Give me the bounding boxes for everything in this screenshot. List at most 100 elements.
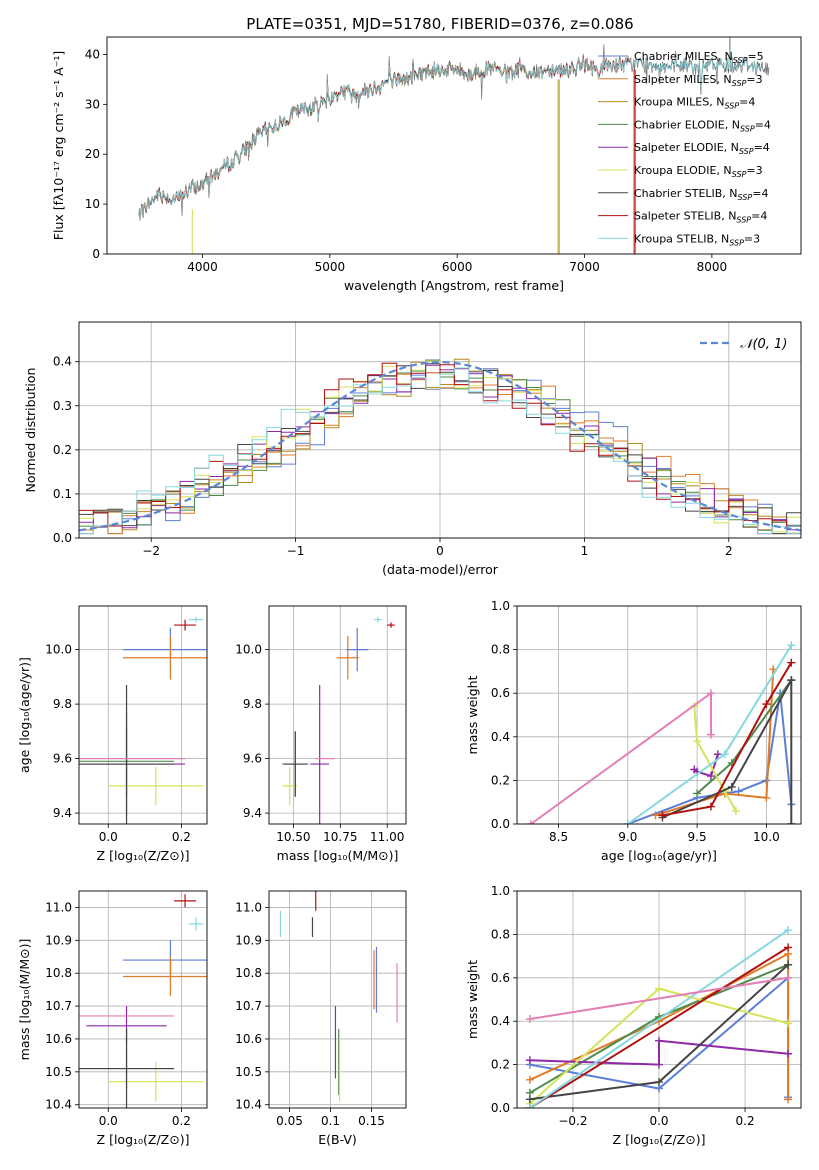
weight-marker	[655, 984, 663, 993]
axes-age_vs_mass: 10.50 10.75 11.00 9.4 9.6 9.8 10.0 mass [log₁₀(…	[235, 605, 407, 863]
y-tick-label: 0.4	[53, 355, 72, 369]
weight-marker	[784, 1019, 793, 1028]
x-axis-label: wavelength [Angstrom, rest frame]	[344, 278, 564, 293]
weight-marker	[787, 658, 796, 667]
y-tick-label: 0.8	[491, 643, 510, 657]
x-tick-label: 0.1	[321, 1114, 340, 1128]
weight-marker	[784, 943, 793, 952]
axes-weight_vs_Z: −0.2 0.0 0.2 0.0 0.2 0.4 0.6 0.8 1.0 Z [log₁₀(Z/Z…	[465, 884, 802, 1147]
weight-line	[662, 662, 793, 817]
y-tick-label: 0.0	[491, 817, 510, 831]
y-tick-label: 0.1	[53, 487, 72, 501]
weight-marker	[693, 789, 702, 798]
weight-marker	[706, 730, 715, 739]
spectrum-series-line	[138, 56, 616, 219]
weight-marker	[655, 1060, 663, 1069]
y-axis-label: age [log₁₀(age/yr)]	[17, 657, 32, 773]
plot-area	[138, 37, 770, 254]
axes-frame	[78, 321, 802, 539]
y-tick-label: 0.2	[491, 1058, 510, 1072]
y-tick-label: 10.5	[45, 1065, 72, 1079]
y-tick-label: 10.4	[45, 1098, 72, 1112]
weight-marker	[525, 1095, 534, 1104]
y-tick-label: 9.6	[53, 752, 72, 766]
y-tick-label: 10.0	[45, 643, 72, 657]
weight-marker	[525, 1015, 534, 1024]
weight-marker	[787, 641, 796, 650]
x-tick-label: 10.50	[276, 830, 310, 844]
weight-marker	[762, 700, 771, 709]
y-tick-label: 10.9	[45, 933, 72, 947]
y-tick-label: 0.6	[491, 686, 510, 700]
weight-marker	[706, 689, 715, 698]
weight-marker	[623, 820, 632, 824]
weight-marker	[784, 1095, 793, 1104]
legend-entry: Chabrier ELODIE, NSSP=4	[634, 118, 771, 133]
weight-line	[529, 929, 789, 1108]
spectrum-series-line	[138, 60, 559, 219]
weight-marker	[787, 820, 796, 824]
y-tick-label: 10.4	[235, 1098, 262, 1112]
y-tick-label: 9.8	[243, 697, 262, 711]
gaussian-curve	[79, 360, 801, 532]
axes-mass_vs_Z: 0.0 0.2 10.4 10.5 10.6 10.7 10.8 10.9 11.0 Z [log…	[17, 890, 208, 1147]
y-axis-label: Flux [fλ10⁻¹⁷ erg cm⁻² s⁻¹ A⁻¹]	[51, 51, 66, 240]
spectrum-series-line	[138, 43, 763, 219]
x-tick-label: 0.15	[358, 1114, 385, 1128]
x-tick-label: 0.2	[172, 1114, 191, 1128]
axes-spectrum: 4000 5000 6000 7000 8000 0 10 20 30 40 wavelength …	[51, 36, 802, 293]
histogram-legend: 𝒩(0, 1)	[700, 337, 787, 352]
y-tick-label: 0.6	[491, 971, 510, 985]
weight-marker	[784, 960, 793, 969]
y-tick-label: 20	[85, 147, 100, 161]
y-tick-label: 0.2	[53, 443, 72, 457]
axes-weight_vs_age: 8.5 9.0 9.5 10.0 0.0 0.2 0.4 0.6 0.8 1.0 age [log₁…	[465, 599, 802, 863]
histogram-step	[79, 367, 801, 535]
y-tick-label: 9.4	[53, 806, 72, 820]
plot-area	[525, 926, 793, 1108]
axes-frame	[78, 890, 208, 1109]
y-axis-label: mass [log₁₀(M/M⊙)]	[17, 939, 32, 1061]
weight-marker	[731, 806, 740, 815]
x-tick-label: 0.0	[99, 1114, 118, 1128]
y-tick-label: 11.0	[235, 900, 262, 914]
plot-area	[79, 894, 207, 1108]
x-tick-label: −1	[287, 544, 305, 558]
axes-frame	[516, 890, 802, 1109]
weight-line	[530, 691, 712, 824]
legend-entry: Salpeter ELODIE, NSSP=4	[634, 141, 770, 156]
spectrum-series-line	[189, 60, 559, 193]
weight-marker	[784, 926, 793, 935]
legend-entry: 𝒩(0, 1)	[740, 337, 787, 352]
weight-line	[529, 976, 789, 1020]
weight-marker	[706, 772, 715, 781]
plot-area	[526, 641, 796, 824]
axes-mass_vs_ebv: 0.05 0.1 0.15 10.4 10.5 10.6 10.7 10.8 10.9 11.0 E…	[235, 890, 407, 1147]
x-axis-label: Z [log₁₀(Z/Z⊙)]	[97, 848, 190, 863]
weight-marker	[525, 1056, 534, 1065]
y-tick-label: 10.7	[45, 999, 72, 1013]
plot-area	[79, 358, 801, 535]
x-tick-label: 0.0	[649, 1114, 668, 1128]
legend-entry: Kroupa ELODIE, NSSP=3	[634, 164, 763, 179]
weight-marker	[784, 1049, 793, 1058]
weight-marker	[713, 750, 722, 759]
x-tick-label: 0.2	[736, 1114, 755, 1128]
y-tick-label: 9.4	[243, 806, 262, 820]
x-tick-label: 9.0	[618, 830, 637, 844]
y-tick-label: 10.6	[235, 1032, 262, 1046]
weight-marker	[655, 1077, 663, 1086]
x-tick-label: 9.5	[688, 830, 707, 844]
x-tick-label: 0	[436, 544, 444, 558]
legend-entry: Kroupa STELIB, NSSP=3	[634, 232, 760, 247]
weight-marker	[651, 811, 660, 820]
axes-frame	[268, 890, 407, 1109]
y-tick-label: 30	[85, 97, 100, 111]
x-axis-label: age [log₁₀(age/yr)]	[601, 848, 717, 863]
x-tick-label: 4000	[187, 260, 218, 274]
y-tick-label: 40	[85, 47, 100, 61]
weight-marker	[525, 1075, 534, 1084]
y-axis-label: mass weight	[465, 960, 480, 1039]
figure-title: PLATE=0351, MJD=51780, FIBERID=0376, z=0…	[246, 15, 633, 33]
